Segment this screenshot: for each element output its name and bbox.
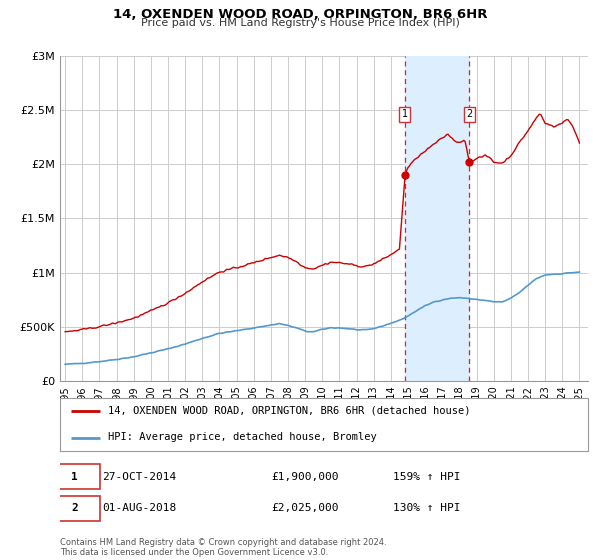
Text: 14, OXENDEN WOOD ROAD, ORPINGTON, BR6 6HR: 14, OXENDEN WOOD ROAD, ORPINGTON, BR6 6H… (113, 8, 487, 21)
Text: Price paid vs. HM Land Registry's House Price Index (HPI): Price paid vs. HM Land Registry's House … (140, 18, 460, 28)
Text: 1: 1 (71, 472, 77, 482)
Text: Contains HM Land Registry data © Crown copyright and database right 2024.
This d: Contains HM Land Registry data © Crown c… (60, 538, 386, 557)
Text: 27-OCT-2014: 27-OCT-2014 (102, 472, 176, 482)
FancyBboxPatch shape (49, 464, 100, 489)
Text: £2,025,000: £2,025,000 (271, 503, 339, 514)
Text: £1,900,000: £1,900,000 (271, 472, 339, 482)
FancyBboxPatch shape (60, 398, 588, 451)
Text: 2: 2 (466, 109, 472, 119)
Text: 01-AUG-2018: 01-AUG-2018 (102, 503, 176, 514)
Text: 159% ↑ HPI: 159% ↑ HPI (392, 472, 460, 482)
Text: HPI: Average price, detached house, Bromley: HPI: Average price, detached house, Brom… (107, 432, 376, 442)
Bar (405, 56, 469, 381)
Text: 1: 1 (402, 109, 408, 119)
FancyBboxPatch shape (49, 496, 100, 521)
Text: 2: 2 (71, 503, 77, 514)
Text: 14, OXENDEN WOOD ROAD, ORPINGTON, BR6 6HR (detached house): 14, OXENDEN WOOD ROAD, ORPINGTON, BR6 6H… (107, 406, 470, 416)
Text: 130% ↑ HPI: 130% ↑ HPI (392, 503, 460, 514)
